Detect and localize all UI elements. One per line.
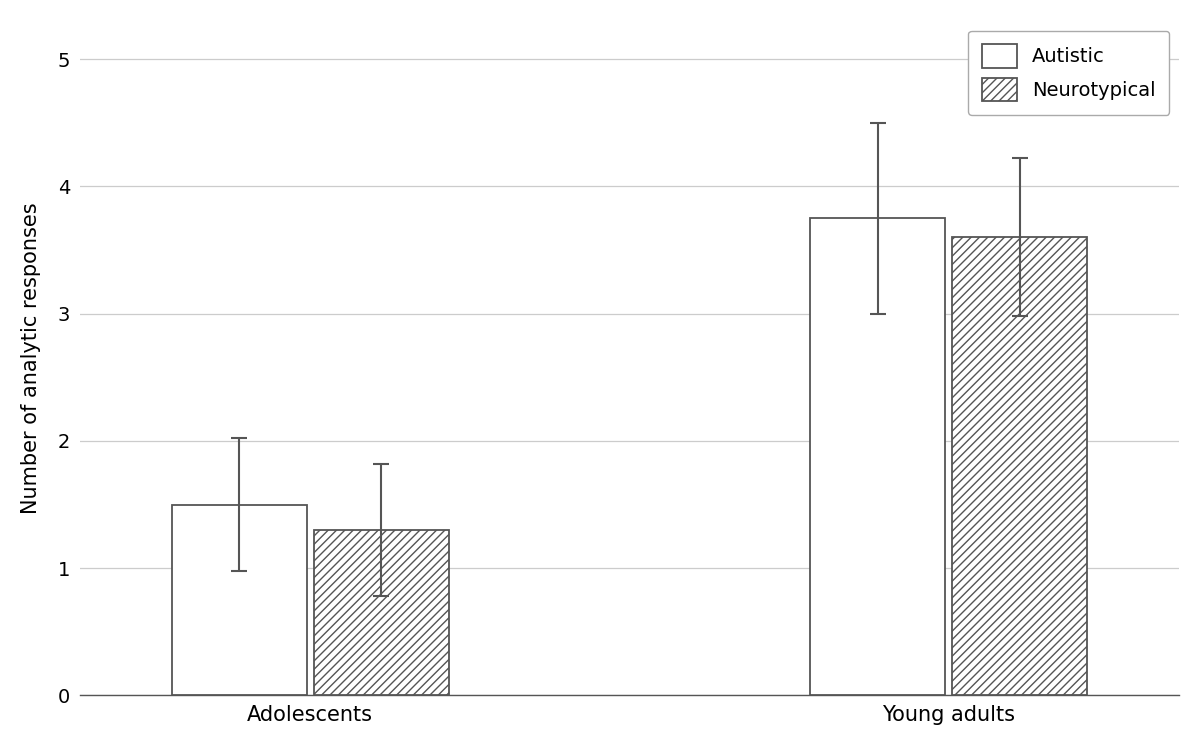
- Legend: Autistic, Neurotypical: Autistic, Neurotypical: [968, 31, 1170, 115]
- Y-axis label: Number of analytic responses: Number of analytic responses: [20, 202, 41, 514]
- Bar: [313, 530, 449, 695]
- Bar: [810, 218, 946, 695]
- Bar: [952, 237, 1087, 695]
- Bar: [172, 504, 307, 695]
